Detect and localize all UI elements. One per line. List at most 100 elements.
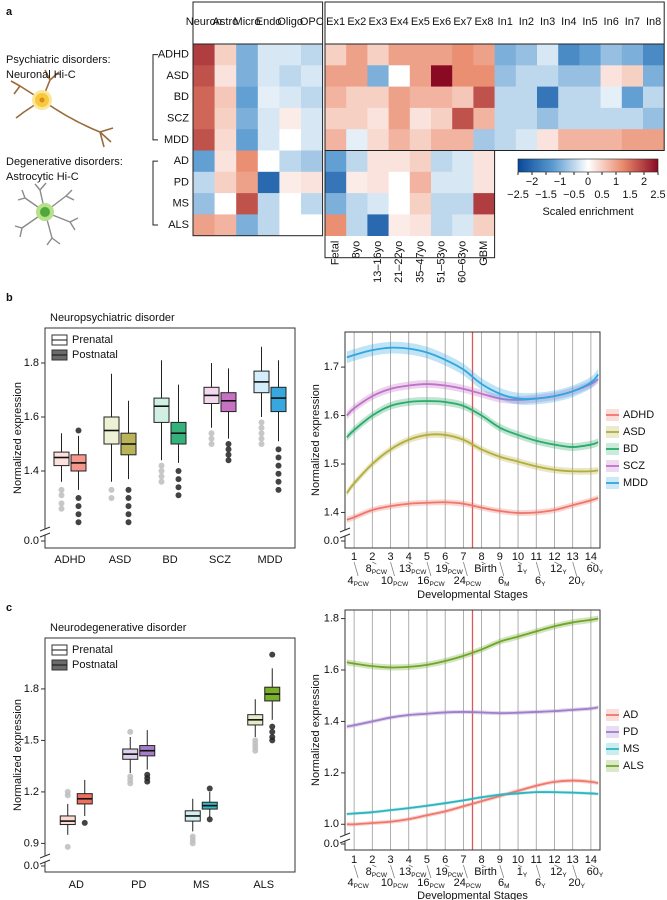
outlier bbox=[58, 500, 65, 507]
y-tick-label: 0.0 bbox=[324, 535, 339, 547]
stage-label-unit: Y bbox=[581, 883, 586, 890]
row-label: MDD bbox=[164, 134, 189, 146]
heatmap-cell bbox=[236, 193, 259, 215]
heatmap-cell bbox=[388, 214, 411, 236]
age-label: 51–53yo bbox=[436, 241, 448, 283]
age-label: GBM bbox=[478, 241, 490, 266]
legend-label: MS bbox=[623, 743, 640, 755]
stage-label-unit: Y bbox=[541, 581, 546, 588]
x-tick-label: 3 bbox=[387, 551, 393, 563]
x-tick-label: PD bbox=[131, 879, 146, 891]
column-label: In6 bbox=[604, 16, 619, 28]
heatmap-cell bbox=[452, 107, 474, 130]
heatmap-cell bbox=[236, 107, 259, 130]
heatmap-cell bbox=[473, 44, 495, 66]
stage-label: 4PCW bbox=[347, 877, 369, 890]
group-label: Astrocytic Hi-C bbox=[6, 171, 79, 183]
heatmap-cell bbox=[279, 86, 302, 109]
stage-label: 16PCW bbox=[417, 575, 445, 588]
stage-connector bbox=[390, 561, 395, 577]
stage-label-unit: Y bbox=[562, 872, 567, 879]
line bbox=[346, 346, 599, 400]
line bbox=[346, 779, 599, 826]
x-tick-label: 8 bbox=[479, 551, 485, 563]
colorbar-tick-label: −2.5 bbox=[507, 189, 529, 201]
panel-label: b bbox=[6, 292, 13, 304]
stage-label: 8PCW bbox=[366, 563, 388, 576]
stage-label-number: 60 bbox=[587, 563, 599, 575]
outlier bbox=[258, 419, 265, 426]
x-tick-label: 7 bbox=[460, 854, 466, 866]
heatmap-cell bbox=[325, 44, 347, 66]
column-label: Ex5 bbox=[411, 16, 430, 28]
column-label: OPC bbox=[300, 16, 324, 28]
heatmap-cell bbox=[431, 171, 453, 194]
stage-label-unit: PCW bbox=[393, 581, 409, 588]
stage-connector bbox=[517, 561, 523, 565]
heatmap-cell bbox=[600, 129, 623, 151]
outlier bbox=[225, 457, 232, 464]
stage-label-number: 4 bbox=[347, 877, 353, 889]
stage-label-number: 24 bbox=[454, 575, 466, 587]
column-label: Micro bbox=[234, 16, 261, 28]
astrocyte-icon bbox=[14, 182, 79, 246]
confidence-band bbox=[346, 375, 599, 420]
age-label: 13–16yo bbox=[372, 241, 384, 283]
colorbar-tick-label: 0 bbox=[585, 176, 591, 188]
heatmap-cell bbox=[388, 129, 411, 151]
row-label: MS bbox=[173, 198, 190, 210]
heatmap-cell bbox=[214, 86, 237, 109]
outlier bbox=[206, 785, 213, 792]
group-label: Degenerative disorders: bbox=[6, 156, 123, 168]
heatmap-cell bbox=[409, 65, 432, 87]
legend-label: ASD bbox=[623, 426, 646, 438]
outlier bbox=[175, 476, 182, 483]
outlier bbox=[258, 435, 265, 442]
row-label: ALS bbox=[168, 219, 189, 231]
heatmap-cell bbox=[579, 65, 601, 87]
heatmap-cell bbox=[325, 193, 347, 215]
heatmap-cell bbox=[193, 65, 215, 87]
stage-connector bbox=[353, 561, 359, 577]
y-axis-label: Normalized expression bbox=[12, 382, 24, 494]
box bbox=[53, 451, 70, 467]
x-tick-label: SCZ bbox=[209, 554, 231, 566]
stage-label: 24PCW bbox=[454, 575, 482, 588]
outlier bbox=[275, 486, 282, 493]
heatmap-cell bbox=[279, 129, 302, 151]
heatmap-cell bbox=[236, 86, 259, 109]
outlier bbox=[64, 843, 71, 850]
outlier bbox=[225, 446, 232, 453]
group-bracket bbox=[152, 160, 158, 226]
stage-label: 16PCW bbox=[417, 877, 445, 890]
heatmap-cell bbox=[301, 129, 323, 151]
axis-break bbox=[39, 532, 51, 538]
heatmap-cell bbox=[367, 44, 389, 66]
stage-label: 13PCW bbox=[399, 563, 427, 576]
outlier bbox=[269, 728, 276, 735]
group-label: Psychiatric disorders: bbox=[6, 54, 111, 66]
heatmap-cell bbox=[367, 86, 389, 109]
heatmap-cell bbox=[558, 86, 580, 109]
heatmap-cell bbox=[579, 107, 601, 130]
y-tick-label: 1.7 bbox=[324, 361, 339, 373]
heatmap-cell bbox=[279, 107, 302, 130]
stage-connector bbox=[590, 561, 596, 565]
heatmap-cell bbox=[388, 86, 411, 109]
stage-label: 1Y bbox=[517, 866, 528, 879]
heatmap-cell bbox=[409, 214, 432, 236]
stage-label: 60Y bbox=[587, 563, 604, 576]
y-tick-label: 1.2 bbox=[324, 767, 339, 779]
heatmap-cell bbox=[346, 86, 368, 109]
heatmap-cell bbox=[301, 171, 323, 194]
heatmap-cell bbox=[257, 44, 280, 66]
heatmap-cell bbox=[388, 193, 411, 215]
y-tick-label: 1.4 bbox=[24, 465, 39, 477]
heatmap-cell bbox=[193, 150, 215, 173]
heatmap-cell bbox=[236, 129, 259, 151]
heatmap-cell bbox=[388, 171, 411, 194]
y-tick-label: 0.0 bbox=[324, 838, 339, 850]
outlier bbox=[158, 473, 165, 480]
x-tick-label: 5 bbox=[424, 551, 430, 563]
heatmap-cell bbox=[325, 150, 347, 173]
